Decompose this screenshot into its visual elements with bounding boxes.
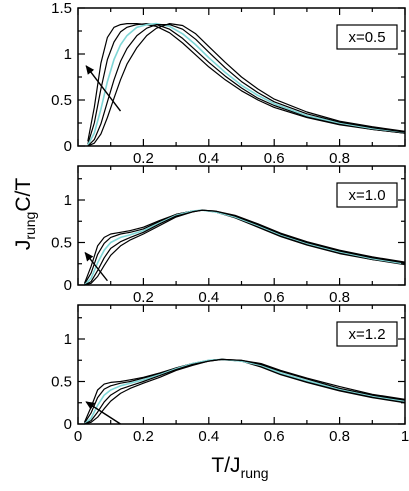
x-axis-label-main: T/J	[211, 454, 240, 477]
x-tick-label: 0.8	[329, 289, 350, 306]
y-axis-label-subscript: rung	[22, 212, 38, 240]
series-line	[87, 23, 405, 142]
y-tick-label: 0.5	[51, 374, 72, 391]
panel-label: x=1.2	[348, 326, 385, 343]
x-tick-label: 0.6	[264, 428, 285, 445]
y-axis-label: JrungC/T	[12, 178, 38, 251]
series-line-highlight	[83, 358, 405, 424]
panel-label-box: x=1.2	[336, 321, 398, 347]
y-tick-label: 0	[64, 138, 72, 155]
y-axis-label-rest: C/T	[12, 178, 35, 212]
y-tick-label: 1	[64, 192, 72, 209]
panel-label-frame	[336, 24, 398, 50]
x-axis-label: T/Jrung	[211, 454, 268, 481]
x-tick-label: 0.6	[264, 150, 285, 167]
x-tick-label: 0.4	[198, 289, 219, 306]
y-tick-label: 0	[64, 416, 72, 433]
x-tick-label: 1	[401, 428, 409, 445]
series-line	[84, 358, 405, 424]
x-tick-label: 0.2	[133, 289, 154, 306]
panel-x-0-5: 0 0.5 1 1.5 0.2 0.4 0.6 0.8 x=0.5	[51, 0, 406, 167]
x-tick-label: 0.2	[133, 428, 154, 445]
panel-label-frame	[336, 182, 398, 208]
panel-label: x=1.0	[348, 187, 385, 204]
y-tick-label: 1.5	[51, 0, 72, 17]
series-line	[84, 358, 405, 424]
series-line-highlight	[87, 22, 405, 146]
series-line	[87, 24, 405, 146]
series-group	[83, 358, 405, 424]
panel-x-1-2: 0 0.5 1 0 0.2 0.4 0.6 0.8 1 x=1.2	[51, 304, 409, 445]
x-tick-label: 0.8	[329, 428, 350, 445]
series-line	[87, 23, 405, 146]
x-tick-label: 0.4	[198, 428, 219, 445]
x-tick-label: 0.2	[133, 150, 154, 167]
series-line	[84, 209, 405, 285]
y-tick-label: 1	[64, 331, 72, 348]
y-axis-label-text: JrungC/T	[12, 178, 38, 251]
y-tick-label: 1	[64, 46, 72, 63]
panel-label-frame	[336, 321, 398, 347]
x-tick-label: 0.6	[264, 289, 285, 306]
series-line	[87, 23, 405, 145]
y-axis-label-main: J	[12, 240, 35, 251]
y-tick-label: 0.5	[51, 235, 72, 252]
series-line-highlight	[83, 209, 405, 285]
trend-arrow	[85, 401, 121, 425]
panel-label-box: x=1.0	[336, 182, 398, 208]
series-group	[87, 22, 405, 146]
trend-arrow	[84, 251, 108, 282]
x-tick-label: 0	[74, 428, 82, 445]
x-tick-label: 0.4	[198, 150, 219, 167]
panel-label-box: x=0.5	[336, 24, 398, 50]
panel-label: x=0.5	[348, 29, 385, 46]
y-tick-label: 0	[64, 277, 72, 294]
series-group	[83, 209, 405, 285]
x-tick-label: 0.8	[329, 150, 350, 167]
panel-x-1-0: 0 0.5 1 0.2 0.4 0.6 0.8 x=1.0	[51, 165, 406, 306]
y-tick-label: 0.5	[51, 92, 72, 109]
trend-arrow	[85, 65, 122, 112]
x-axis-label-subscript: rung	[241, 465, 269, 481]
